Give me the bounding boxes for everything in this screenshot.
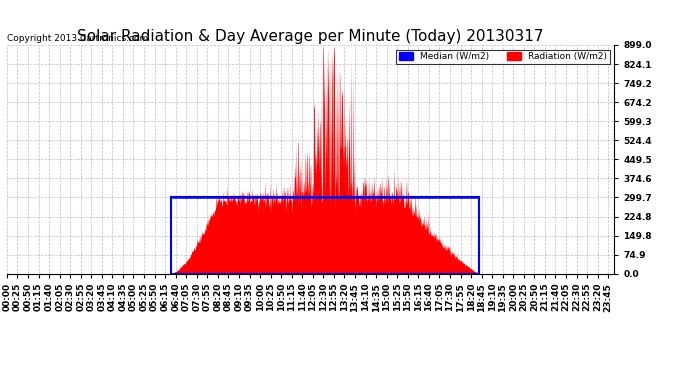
Legend: Median (W/m2), Radiation (W/m2): Median (W/m2), Radiation (W/m2) <box>397 50 609 64</box>
Text: Copyright 2013 Cartronics.com: Copyright 2013 Cartronics.com <box>7 34 148 43</box>
Title: Solar Radiation & Day Average per Minute (Today) 20130317: Solar Radiation & Day Average per Minute… <box>77 29 544 44</box>
Bar <box>171 198 480 274</box>
